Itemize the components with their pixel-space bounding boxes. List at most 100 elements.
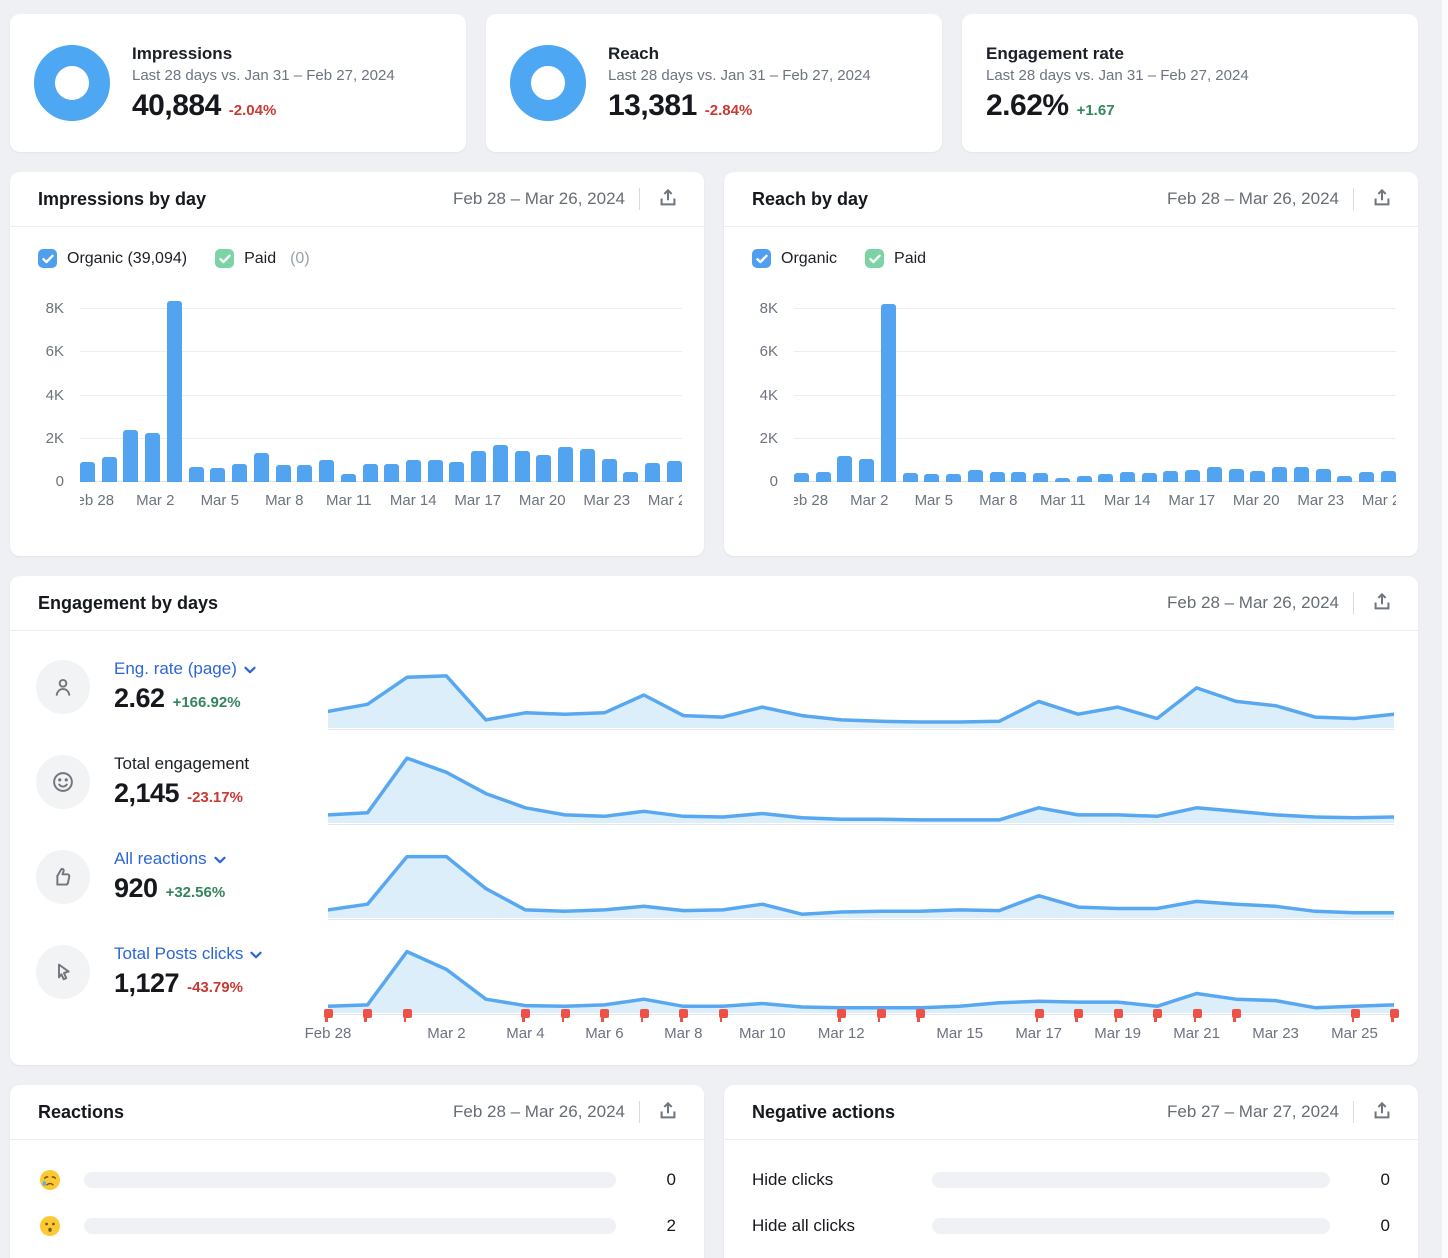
reach-bar-chart[interactable]: 0 2K 4K 6K 8K Feb 28 Mar 2 Mar 5 Mar 8 Mar 11 Mar…: [752, 292, 1396, 532]
x-tick-label: Feb 28: [794, 492, 829, 509]
x-tick-label: Mar 2: [427, 1025, 466, 1042]
export-button[interactable]: [1368, 1098, 1396, 1126]
kpi-card-engagement-rate: Engagement rate Last 28 days vs. Jan 31 …: [962, 14, 1418, 152]
divider: [1353, 188, 1354, 210]
bar: [297, 465, 313, 482]
legend-item-paid[interactable]: Paid (0): [215, 249, 310, 268]
reaction-row-hushed: 2: [38, 1210, 676, 1242]
x-tick-label: Mar 12: [817, 1025, 865, 1042]
reaction-count: 2: [666, 1216, 676, 1235]
divider: [639, 1101, 640, 1123]
x-tick-label: Mar 5: [200, 492, 239, 509]
bar: [1206, 467, 1222, 482]
legend: Organic (39,094) Paid (0): [10, 227, 704, 274]
x-tick-label: Mar 2: [850, 492, 889, 509]
post-flag-marker[interactable]: [639, 1009, 649, 1022]
export-icon: [1371, 591, 1393, 616]
metric-value: 920: [114, 873, 158, 903]
posts-clicks-area-chart[interactable]: [324, 935, 1399, 1022]
post-flag-marker[interactable]: [402, 1009, 412, 1022]
x-tick-label: Mar 17: [454, 492, 502, 509]
export-button[interactable]: [1368, 185, 1396, 213]
post-flag-marker[interactable]: [363, 1009, 373, 1022]
post-flag-marker[interactable]: [837, 1009, 847, 1022]
person-icon: [36, 659, 90, 714]
x-tick-label: Feb 28: [80, 492, 115, 509]
post-flag-marker[interactable]: [679, 1009, 689, 1022]
kpi-delta: -2.04%: [228, 101, 277, 119]
metric-dropdown-all-reactions[interactable]: All reactions: [114, 849, 226, 869]
legend-item-organic[interactable]: Organic: [752, 249, 837, 268]
post-flag-marker[interactable]: [1153, 1009, 1163, 1022]
negative-action-label: Hide clicks: [752, 1170, 834, 1189]
post-flag-marker[interactable]: [600, 1009, 610, 1022]
x-tick-label: Mar 14: [389, 492, 437, 509]
bar: [989, 471, 1005, 482]
metric-label: All reactions: [114, 849, 207, 868]
metric-label: Total engagement: [114, 754, 250, 773]
x-tick-label: Mar 14: [1103, 492, 1151, 509]
bar: [80, 461, 95, 482]
reach-by-day-panel: Reach by day Feb 28 – Mar 26, 2024 Organ…: [724, 172, 1418, 556]
post-flag-marker[interactable]: [521, 1009, 531, 1022]
x-tick-label: Mar 26: [1361, 492, 1396, 509]
x-tick-label: Mar 11: [325, 492, 372, 509]
x-tick-label: Mar 20: [518, 492, 566, 509]
x-tick-label: Mar 5: [914, 492, 953, 509]
bar: [1163, 471, 1179, 482]
post-flag-marker[interactable]: [1232, 1009, 1242, 1022]
bar: [1380, 471, 1396, 482]
export-button[interactable]: [654, 1098, 682, 1126]
post-flag-marker[interactable]: [560, 1009, 570, 1022]
reaction-count: 0: [666, 1170, 676, 1189]
metric-dropdown-posts-clicks[interactable]: Total Posts clicks: [114, 944, 263, 964]
metric-dropdown-eng-rate[interactable]: Eng. rate (page): [114, 659, 256, 679]
legend-item-paid[interactable]: Paid: [865, 249, 926, 268]
legend-item-organic[interactable]: Organic (39,094): [38, 249, 187, 268]
x-tick-label: Mar 8: [664, 1025, 703, 1042]
bar: [166, 300, 182, 482]
post-flag-marker[interactable]: [718, 1009, 728, 1022]
smiley-icon: [36, 754, 90, 809]
y-tick-label: 4K: [759, 386, 778, 404]
post-flag-marker[interactable]: [1074, 1009, 1084, 1022]
engagement-x-axis: Feb 28 Mar 2 Mar 4 Mar 6 Mar 8 Mar 10 Mar 12 Ma…: [305, 1025, 1394, 1051]
all-reactions-area-chart[interactable]: [326, 840, 1396, 920]
divider: [1353, 1101, 1354, 1123]
bar: [794, 472, 809, 482]
x-tick-label: Mar 4: [506, 1025, 545, 1042]
x-tick-label: Mar 8: [979, 492, 1018, 509]
engagement-row-all-reactions: All reactions 920 +32.56%: [28, 829, 1396, 924]
bar: [1076, 475, 1092, 482]
post-flag-marker[interactable]: [916, 1009, 926, 1022]
total-engagement-area-chart[interactable]: [326, 745, 1396, 825]
export-button[interactable]: [654, 185, 682, 213]
impressions-bar-chart[interactable]: 0 2K 4K 6K 8K Feb 28 Mar 2 Mar 5 Mar 8 Mar 11 Mar…: [38, 292, 682, 532]
post-flag-marker[interactable]: [1350, 1009, 1360, 1022]
post-flag-marker[interactable]: [1192, 1009, 1202, 1022]
export-button[interactable]: [1368, 589, 1396, 617]
checkbox-checked-icon: [752, 249, 771, 268]
post-flag-marker[interactable]: [1390, 1009, 1399, 1022]
date-range: Feb 28 – Mar 26, 2024: [452, 1102, 625, 1121]
scrollbar-track[interactable]: [1442, 0, 1448, 1258]
bar: [427, 460, 443, 482]
bar: [362, 463, 378, 482]
negative-action-count: 0: [1380, 1216, 1390, 1235]
bar: [1120, 472, 1136, 482]
metric-value: 1,127: [114, 968, 180, 998]
bar: [1228, 469, 1244, 482]
bar: [514, 450, 530, 482]
post-flag-marker[interactable]: [1034, 1009, 1044, 1022]
post-flag-marker[interactable]: [876, 1009, 886, 1022]
bar: [924, 473, 940, 482]
negative-actions-panel: Negative actions Feb 27 – Mar 27, 2024 H…: [724, 1085, 1418, 1258]
metric-delta: -43.79%: [187, 979, 243, 996]
gridline: [794, 308, 1396, 310]
bar-plot: [80, 292, 682, 482]
post-flag-marker[interactable]: [324, 1009, 333, 1022]
post-flag-marker[interactable]: [1113, 1009, 1123, 1022]
bar: [145, 433, 161, 482]
bar: [536, 454, 552, 482]
eng-rate-area-chart[interactable]: [326, 650, 1396, 730]
